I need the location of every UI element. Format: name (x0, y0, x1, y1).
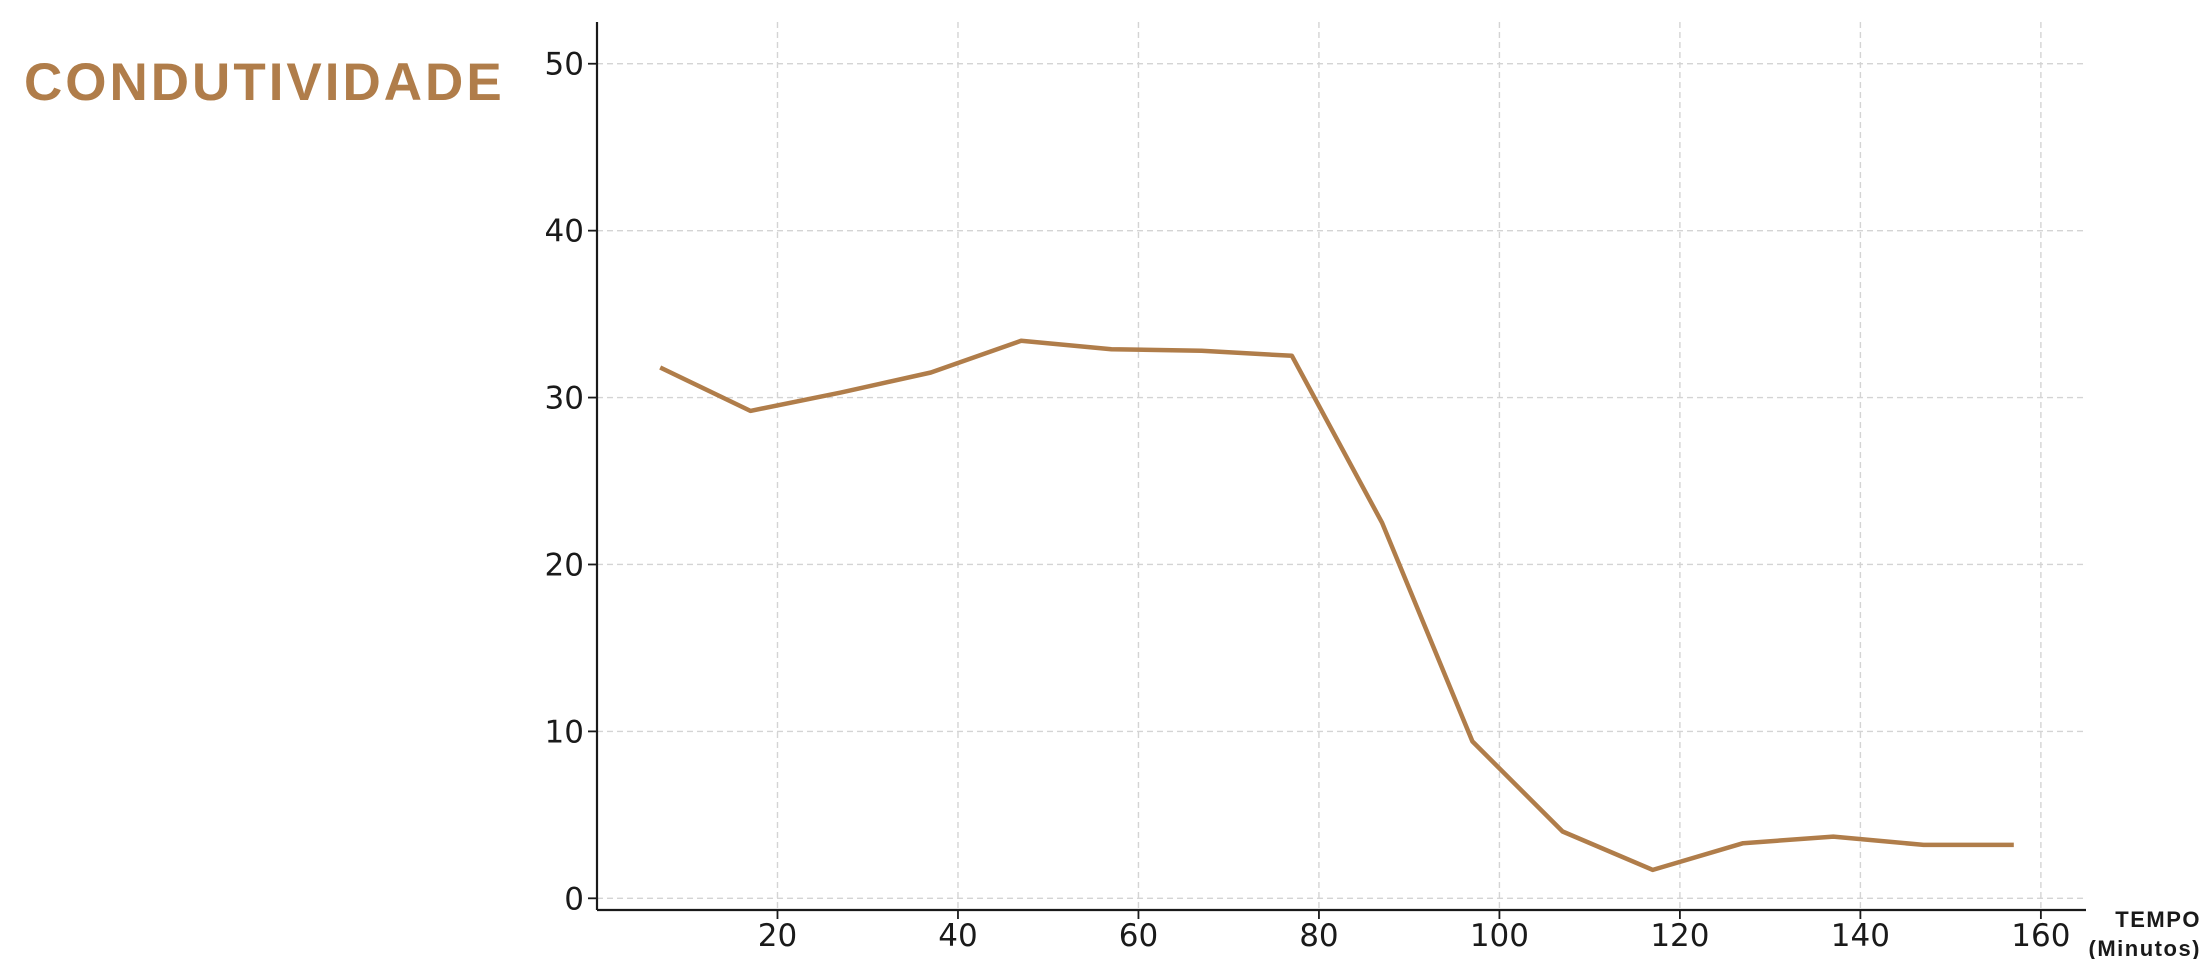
x-tick-label: 20 (758, 918, 797, 954)
x-tick-label: 40 (938, 918, 977, 954)
x-tick-label: 60 (1119, 918, 1158, 954)
x-tick-label: 160 (2011, 918, 2070, 954)
x-axis-label: TEMPO (Minutos) (2089, 905, 2201, 959)
x-tick-label: 120 (1650, 918, 1709, 954)
x-axis-label-line1: TEMPO (2115, 907, 2201, 932)
x-tick-label: 140 (1831, 918, 1890, 954)
x-axis-label-line2: (Minutos) (2088, 936, 2201, 959)
chart-title: CONDUTIVIDADE (24, 53, 505, 112)
ticks: 20 40 60 80 100 120 140 160 0 10 20 30 40 50 (545, 47, 2071, 954)
series-line (659, 338, 2014, 873)
y-tick-label: 0 (564, 881, 584, 917)
x-tick-label: 100 (1470, 918, 1529, 954)
axes (595, 22, 2086, 912)
y-tick-label: 50 (545, 47, 584, 83)
y-tick-label: 10 (545, 714, 584, 750)
y-tick-label: 30 (545, 381, 584, 417)
series (659, 338, 2014, 873)
y-tick-label: 40 (545, 214, 584, 250)
grid (597, 22, 2086, 910)
y-tick-label: 20 (545, 547, 584, 583)
x-tick-label: 80 (1299, 918, 1338, 954)
